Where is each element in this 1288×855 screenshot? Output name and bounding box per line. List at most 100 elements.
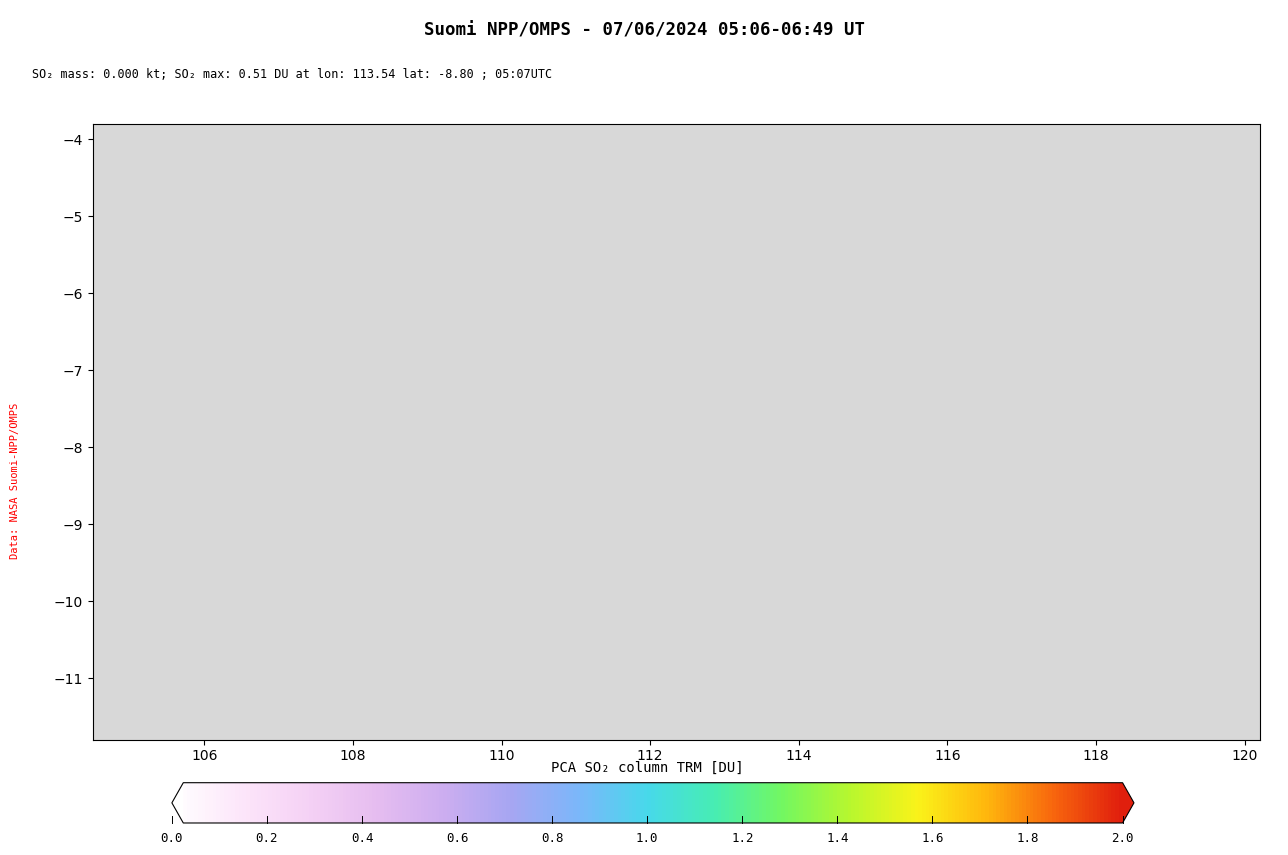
- Bar: [337, 782, 339, 823]
- Bar: [869, 782, 872, 823]
- Bar: [974, 782, 976, 823]
- Bar: [594, 782, 595, 823]
- Bar: [760, 782, 762, 823]
- Bar: [456, 782, 457, 823]
- Bar: [352, 782, 354, 823]
- Bar: [787, 782, 788, 823]
- Bar: [884, 782, 885, 823]
- Bar: [258, 782, 259, 823]
- Bar: [734, 782, 737, 823]
- Bar: [663, 782, 666, 823]
- Bar: [679, 782, 680, 823]
- Bar: [578, 782, 581, 823]
- Bar: [814, 782, 817, 823]
- Bar: [947, 782, 948, 823]
- Bar: [1056, 782, 1057, 823]
- Bar: [885, 782, 886, 823]
- Bar: [532, 782, 535, 823]
- Bar: [809, 782, 810, 823]
- Bar: [850, 782, 851, 823]
- Bar: [489, 782, 491, 823]
- Bar: [1052, 782, 1054, 823]
- Bar: [511, 782, 514, 823]
- Bar: [194, 782, 196, 823]
- Bar: [1006, 782, 1007, 823]
- Bar: [404, 782, 406, 823]
- Bar: [599, 782, 600, 823]
- Bar: [314, 782, 317, 823]
- Bar: [939, 782, 940, 823]
- Bar: [775, 782, 777, 823]
- Bar: [844, 782, 846, 823]
- Bar: [228, 782, 229, 823]
- Bar: [911, 782, 913, 823]
- Bar: [969, 782, 970, 823]
- Bar: [783, 782, 784, 823]
- Bar: [788, 782, 791, 823]
- Bar: [560, 782, 562, 823]
- Bar: [755, 782, 757, 823]
- Bar: [1061, 782, 1063, 823]
- Bar: [565, 782, 568, 823]
- Bar: [564, 782, 565, 823]
- Bar: [444, 782, 447, 823]
- Bar: [371, 782, 372, 823]
- Bar: [661, 782, 662, 823]
- Bar: [877, 782, 880, 823]
- Bar: [810, 782, 813, 823]
- Bar: [237, 782, 238, 823]
- Bar: [976, 782, 978, 823]
- Polygon shape: [1123, 782, 1133, 823]
- Bar: [711, 782, 712, 823]
- Bar: [1032, 782, 1033, 823]
- Bar: [914, 782, 917, 823]
- Bar: [647, 782, 649, 823]
- Bar: [1015, 782, 1016, 823]
- Bar: [905, 782, 907, 823]
- Bar: [797, 782, 800, 823]
- Bar: [573, 782, 574, 823]
- Bar: [536, 782, 537, 823]
- Bar: [864, 782, 867, 823]
- Bar: [250, 782, 251, 823]
- Bar: [608, 782, 611, 823]
- Bar: [792, 782, 793, 823]
- Bar: [238, 782, 241, 823]
- Text: Suomi NPP/OMPS - 07/06/2024 05:06-06:49 UT: Suomi NPP/OMPS - 07/06/2024 05:06-06:49 …: [424, 21, 864, 39]
- Bar: [714, 782, 716, 823]
- Bar: [474, 782, 477, 823]
- Bar: [493, 782, 495, 823]
- Bar: [632, 782, 634, 823]
- Bar: [428, 782, 430, 823]
- Bar: [813, 782, 814, 823]
- Bar: [515, 782, 518, 823]
- Bar: [581, 782, 582, 823]
- Bar: [385, 782, 388, 823]
- Bar: [1010, 782, 1011, 823]
- Text: 1.8: 1.8: [1016, 832, 1038, 845]
- Bar: [317, 782, 318, 823]
- Bar: [699, 782, 701, 823]
- Bar: [1065, 782, 1066, 823]
- Bar: [762, 782, 764, 823]
- Bar: [394, 782, 397, 823]
- Bar: [523, 782, 524, 823]
- Bar: [359, 782, 361, 823]
- Bar: [254, 782, 255, 823]
- Bar: [300, 782, 301, 823]
- Bar: [998, 782, 999, 823]
- Bar: [544, 782, 545, 823]
- Bar: [224, 782, 225, 823]
- Bar: [627, 782, 629, 823]
- Bar: [502, 782, 504, 823]
- Bar: [634, 782, 636, 823]
- Bar: [1003, 782, 1006, 823]
- Bar: [805, 782, 806, 823]
- Bar: [443, 782, 444, 823]
- Bar: [448, 782, 451, 823]
- Bar: [621, 782, 623, 823]
- Bar: [595, 782, 598, 823]
- Bar: [801, 782, 804, 823]
- Bar: [571, 782, 573, 823]
- Bar: [216, 782, 218, 823]
